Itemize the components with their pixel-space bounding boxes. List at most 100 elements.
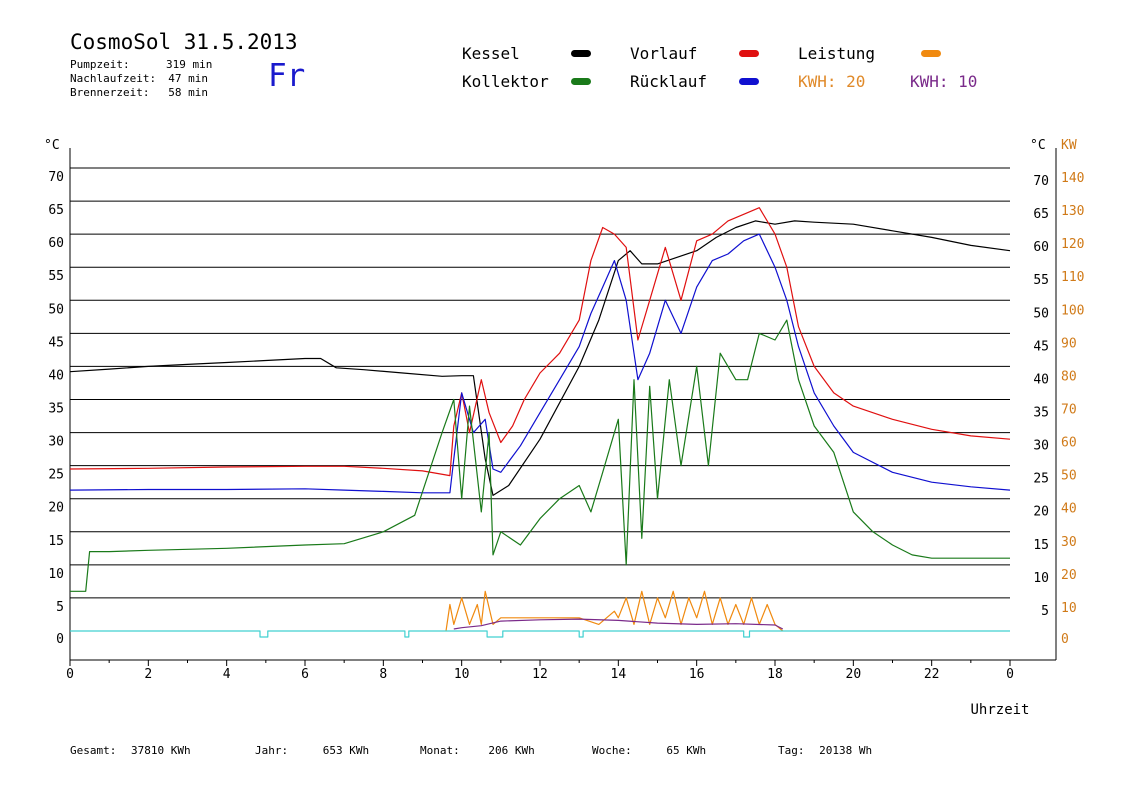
y-tick-label-right: 25 bbox=[1033, 472, 1049, 487]
series-line-rcklauf bbox=[69, 233, 1011, 494]
y-tick-label-left: 55 bbox=[48, 269, 64, 284]
footer-value: 37810 KWh bbox=[130, 744, 191, 757]
y-tick-label-right: 50 bbox=[1033, 306, 1049, 321]
footer-label: Monat: bbox=[420, 744, 460, 757]
y-tick-label-right: 10 bbox=[1033, 571, 1049, 586]
y-axis-unit-left: °C bbox=[44, 138, 60, 153]
series-line-pumpe bbox=[70, 630, 1010, 638]
y-tick-label-left: 30 bbox=[48, 435, 64, 450]
y-tick-label-right: 60 bbox=[1033, 240, 1049, 255]
y-tick-label-left: 40 bbox=[48, 368, 64, 383]
y-tick-label-power: 60 bbox=[1061, 436, 1077, 451]
y-tick-label-right: 40 bbox=[1033, 372, 1049, 387]
x-tick-label: 16 bbox=[689, 667, 705, 682]
footer-value: 206 KWh bbox=[488, 744, 535, 757]
x-tick-label: 0 bbox=[1006, 667, 1014, 682]
x-tick-label: 4 bbox=[223, 667, 231, 682]
legend-ruecklauf-swatch bbox=[739, 78, 759, 85]
x-tick-label: 20 bbox=[846, 667, 862, 682]
y-tick-label-power: 130 bbox=[1061, 204, 1084, 219]
y-tick-label-power: 30 bbox=[1061, 535, 1077, 550]
footer-monat: Monat: 206 KWh bbox=[420, 744, 535, 757]
legend-kwh-label: KWH: bbox=[798, 72, 837, 91]
y-axis-unit-right: °C bbox=[1030, 138, 1046, 153]
y-tick-label-left: 5 bbox=[56, 600, 64, 615]
footer-label: Gesamt: bbox=[70, 744, 117, 757]
legend-leistung-swatch bbox=[921, 50, 941, 57]
legend-kollektor-label: Kollektor bbox=[462, 72, 549, 91]
y-tick-label-left: 10 bbox=[48, 567, 64, 582]
x-tick-label: 14 bbox=[611, 667, 627, 682]
y-tick-label-power: 10 bbox=[1061, 601, 1077, 616]
y-axis-unit-power: KW bbox=[1061, 138, 1077, 153]
footer-jahr: Jahr: 653 KWh bbox=[255, 744, 369, 757]
y-tick-label-left: 20 bbox=[48, 501, 64, 516]
y-tick-label-power: 50 bbox=[1061, 469, 1077, 484]
y-tick-label-power: 120 bbox=[1061, 237, 1084, 252]
y-tick-label-right: 15 bbox=[1033, 538, 1049, 553]
y-tick-label-right: 5 bbox=[1041, 604, 1049, 619]
series-line-leistung bbox=[445, 590, 784, 632]
y-tick-label-power: 20 bbox=[1061, 568, 1077, 583]
series-line-vorlauf bbox=[69, 207, 1011, 477]
legend-ruecklauf-label: Rücklauf bbox=[630, 72, 708, 91]
footer-value: 20138 Wh bbox=[819, 744, 873, 757]
stat-pumpzeit: Pumpzeit: 319 min bbox=[70, 58, 213, 71]
y-tick-label-right: 30 bbox=[1033, 439, 1049, 454]
legend-kessel-swatch bbox=[571, 50, 591, 57]
legend-leistung-label: Leistung bbox=[798, 44, 876, 63]
stat-nachlaufzeit: Nachlaufzeit: 47 min bbox=[70, 72, 208, 85]
stat-label: Nachlaufzeit: bbox=[70, 72, 157, 85]
x-tick-label: 18 bbox=[767, 667, 783, 682]
y-tick-label-right: 55 bbox=[1033, 273, 1049, 288]
stat-value: 319 min bbox=[166, 58, 213, 71]
footer-woche: Woche: 65 KWh bbox=[592, 744, 706, 757]
legend-kwh-10: KWH: 10 bbox=[910, 72, 977, 91]
y-tick-label-power: 110 bbox=[1061, 270, 1084, 285]
y-tick-label-right: 20 bbox=[1033, 505, 1049, 520]
stat-value: 58 min bbox=[168, 86, 208, 99]
y-tick-label-right: 45 bbox=[1033, 339, 1049, 354]
x-axis-label: Uhrzeit bbox=[970, 702, 1029, 718]
stat-value: 47 min bbox=[168, 72, 208, 85]
y-tick-label-left: 0 bbox=[56, 632, 64, 647]
y-tick-label-power: 140 bbox=[1061, 171, 1084, 186]
y-tick-label-power: 0 bbox=[1061, 632, 1069, 647]
y-tick-label-power: 40 bbox=[1061, 502, 1077, 517]
series-line-kwh bbox=[453, 618, 784, 630]
legend-vorlauf-swatch bbox=[739, 50, 759, 57]
footer-tag: Tag: 20138 Wh bbox=[778, 744, 872, 757]
y-tick-label-power: 90 bbox=[1061, 336, 1077, 351]
y-tick-label-left: 25 bbox=[48, 468, 64, 483]
series-line-kollektor bbox=[70, 319, 1010, 592]
x-tick-label: 10 bbox=[454, 667, 470, 682]
y-tick-label-power: 70 bbox=[1061, 403, 1077, 418]
y-tick-label-left: 15 bbox=[48, 534, 64, 549]
y-tick-label-power: 80 bbox=[1061, 369, 1077, 384]
y-tick-label-left: 70 bbox=[48, 170, 64, 185]
y-tick-label-left: 50 bbox=[48, 302, 64, 317]
footer-label: Woche: bbox=[592, 744, 632, 757]
legend-kessel-label: Kessel bbox=[462, 44, 520, 63]
x-tick-label: 6 bbox=[301, 667, 309, 682]
stat-label: Pumpzeit: bbox=[70, 58, 130, 71]
y-tick-label-power: 100 bbox=[1061, 303, 1084, 318]
footer-gesamt: Gesamt: 37810 KWh bbox=[70, 744, 191, 757]
legend-kwh-label: KWH: bbox=[910, 72, 949, 91]
legend-kwh-value: 20 bbox=[846, 72, 866, 91]
y-tick-label-right: 35 bbox=[1033, 406, 1049, 421]
legend-vorlauf-label: Vorlauf bbox=[630, 44, 698, 63]
y-tick-label-right: 70 bbox=[1033, 174, 1049, 189]
y-tick-label-right: 65 bbox=[1033, 207, 1049, 222]
weekday-label: Fr bbox=[268, 58, 306, 94]
chart-title: CosmoSol 31.5.2013 bbox=[70, 30, 298, 54]
x-tick-label: 8 bbox=[379, 667, 387, 682]
legend-kollektor-swatch bbox=[571, 78, 591, 85]
footer-label: Tag: bbox=[778, 744, 805, 757]
footer-value: 65 KWh bbox=[666, 744, 707, 757]
y-tick-label-left: 35 bbox=[48, 402, 64, 417]
legend-kwh-value: 10 bbox=[958, 72, 978, 91]
stat-brennerzeit: Brennerzeit: 58 min bbox=[70, 86, 208, 99]
y-tick-label-left: 65 bbox=[48, 203, 64, 218]
